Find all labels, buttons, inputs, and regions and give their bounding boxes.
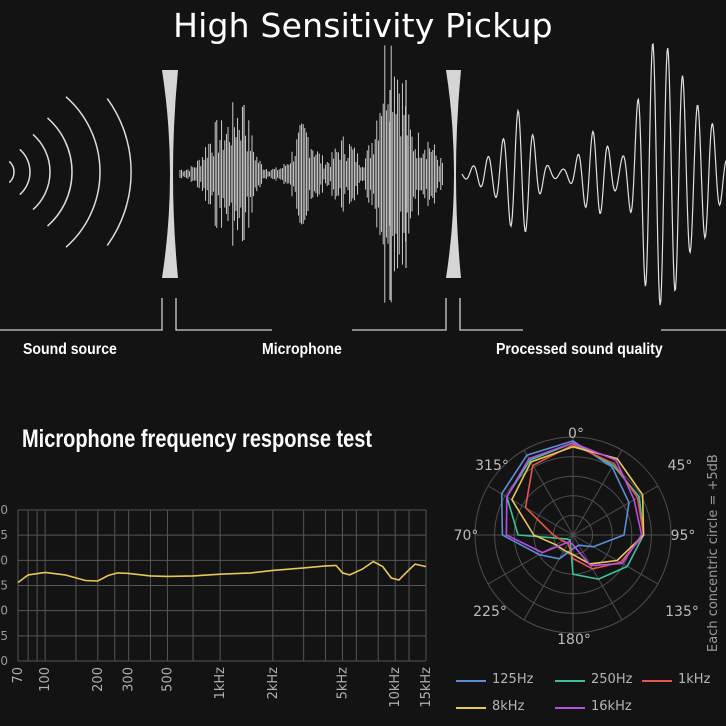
polar-angle-label: 135°: [665, 604, 699, 620]
legend-label: 1kHz: [678, 672, 711, 687]
legend-swatch: [555, 707, 585, 709]
x-tick-label: 300: [122, 667, 137, 692]
polar-series-8kHz: [511, 446, 645, 565]
polar-angle-label: 95°: [671, 528, 696, 544]
polar-angle-label: 315°: [475, 458, 509, 474]
page-title: High Sensitivity Pickup: [173, 6, 553, 45]
legend-swatch: [642, 680, 672, 682]
processed-waveform: [461, 42, 726, 306]
polar-series-1kHz: [524, 444, 645, 570]
sound-arc: [8, 160, 15, 184]
polar-angle-label: 0°: [568, 426, 584, 442]
polar-angle-label: 70°: [454, 528, 479, 544]
x-tick-label: 1kHz: [213, 667, 228, 700]
polar-spoke: [572, 534, 623, 621]
polar-spoke: [572, 449, 623, 536]
label-processed-sound: Processed sound quality: [496, 341, 663, 358]
polar-spoke: [487, 534, 574, 585]
y-tick-label: 5: [0, 579, 8, 593]
y-tick-label: 0: [0, 654, 8, 668]
response-line: [17, 560, 427, 584]
right-lens-icon: [446, 70, 461, 278]
legend-label: 8kHz: [492, 699, 525, 714]
sound-arc: [32, 133, 51, 211]
sound-arc: [19, 148, 31, 196]
polar-angle-label: 225°: [473, 604, 507, 620]
x-tick-label: 15kHz: [419, 667, 434, 708]
polar-spoke: [572, 534, 659, 585]
polar-scale-note: Each concentric circle = +5dB: [706, 454, 721, 652]
microphone-waveform: [179, 45, 443, 303]
polar-spoke: [487, 485, 574, 536]
polar-spoke: [523, 534, 574, 621]
sound-source-arcs: [8, 96, 132, 248]
legend-swatch: [456, 707, 486, 709]
y-tick-label: 5: [0, 528, 8, 542]
y-tick-label: 0: [0, 503, 8, 517]
x-tick-label: 10kHz: [388, 667, 403, 708]
stage-brackets: [0, 298, 726, 331]
polar-spoke: [572, 485, 659, 536]
chart-heading: Microphone frequency response test: [22, 425, 373, 453]
polar-pattern-chart: 0° 45° 95° 135° 180° 225° 70° 315°: [454, 426, 699, 648]
legend-swatch: [555, 680, 585, 682]
x-tick-label: 2kHz: [266, 667, 281, 700]
sound-arc: [106, 98, 132, 246]
x-tick-label: 500: [160, 667, 175, 692]
polar-angle-label: 45°: [668, 458, 693, 474]
polar-angle-label: 180°: [557, 632, 591, 648]
x-tick-label: 100: [38, 667, 53, 692]
left-lens-icon: [162, 70, 178, 278]
legend-swatch: [456, 680, 486, 682]
x-tick-label: 70: [11, 667, 26, 684]
y-tick-label: 0: [0, 553, 8, 567]
y-tick-label: 5: [0, 629, 8, 643]
polar-spoke: [523, 449, 574, 536]
x-tick-label: 200: [91, 667, 106, 692]
legend-label: 16kHz: [591, 699, 632, 714]
label-sound-source: Sound source: [23, 341, 117, 358]
x-tick-label: 5kHz: [335, 667, 350, 700]
label-microphone: Microphone: [262, 341, 342, 358]
polar-series-125Hz: [500, 440, 630, 560]
sound-arc: [47, 117, 73, 227]
legend-label: 250Hz: [591, 672, 633, 687]
legend-label: 125Hz: [492, 672, 534, 687]
polar-series-16kHz: [505, 442, 643, 567]
sound-arc: [65, 96, 101, 248]
y-tick-label: 0: [0, 604, 8, 618]
